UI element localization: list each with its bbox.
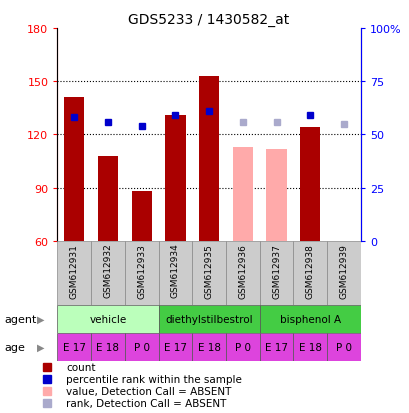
- Text: E 17: E 17: [164, 342, 187, 352]
- Text: ▶: ▶: [37, 342, 44, 352]
- Bar: [198, 77, 219, 241]
- Text: GSM612936: GSM612936: [238, 243, 247, 298]
- Text: percentile rank within the sample: percentile rank within the sample: [66, 374, 241, 384]
- Text: age: age: [4, 342, 25, 352]
- Bar: [232, 147, 252, 241]
- Text: E 17: E 17: [264, 342, 287, 352]
- Text: GSM612938: GSM612938: [305, 243, 314, 298]
- Bar: [64, 98, 84, 241]
- Text: E 18: E 18: [197, 342, 220, 352]
- Text: GSM612934: GSM612934: [171, 243, 180, 298]
- Bar: [293, 333, 326, 361]
- Text: vehicle: vehicle: [89, 314, 126, 324]
- Bar: [192, 333, 225, 361]
- Text: ▶: ▶: [37, 314, 44, 324]
- Bar: [259, 333, 293, 361]
- Bar: [326, 241, 360, 305]
- Bar: [57, 305, 158, 333]
- Title: GDS5233 / 1430582_at: GDS5233 / 1430582_at: [128, 12, 289, 26]
- Text: bisphenol A: bisphenol A: [279, 314, 340, 324]
- Text: P 0: P 0: [335, 342, 351, 352]
- Text: P 0: P 0: [133, 342, 149, 352]
- Text: GSM612935: GSM612935: [204, 243, 213, 298]
- Text: value, Detection Call = ABSENT: value, Detection Call = ABSENT: [66, 386, 231, 396]
- Bar: [91, 241, 124, 305]
- Bar: [165, 116, 185, 241]
- Bar: [259, 305, 360, 333]
- Text: GSM612933: GSM612933: [137, 243, 146, 298]
- Text: E 18: E 18: [96, 342, 119, 352]
- Bar: [192, 241, 225, 305]
- Text: E 18: E 18: [298, 342, 321, 352]
- Bar: [57, 333, 91, 361]
- Text: E 17: E 17: [63, 342, 85, 352]
- Text: rank, Detection Call = ABSENT: rank, Detection Call = ABSENT: [66, 398, 226, 408]
- Text: agent: agent: [4, 314, 36, 324]
- Bar: [299, 128, 319, 241]
- Text: count: count: [66, 362, 95, 372]
- Text: GSM612937: GSM612937: [271, 243, 280, 298]
- Text: GSM612931: GSM612931: [70, 243, 79, 298]
- Bar: [91, 333, 124, 361]
- Bar: [158, 241, 192, 305]
- Bar: [225, 333, 259, 361]
- Bar: [131, 192, 151, 241]
- Text: GSM612939: GSM612939: [339, 243, 348, 298]
- Text: GSM612932: GSM612932: [103, 243, 112, 298]
- Bar: [158, 305, 259, 333]
- Bar: [293, 241, 326, 305]
- Bar: [225, 241, 259, 305]
- Bar: [326, 333, 360, 361]
- Bar: [124, 241, 158, 305]
- Bar: [57, 241, 91, 305]
- Bar: [259, 241, 293, 305]
- Bar: [266, 149, 286, 241]
- Text: P 0: P 0: [234, 342, 250, 352]
- Bar: [124, 333, 158, 361]
- Text: diethylstilbestrol: diethylstilbestrol: [165, 314, 252, 324]
- Bar: [158, 333, 192, 361]
- Bar: [98, 156, 118, 241]
